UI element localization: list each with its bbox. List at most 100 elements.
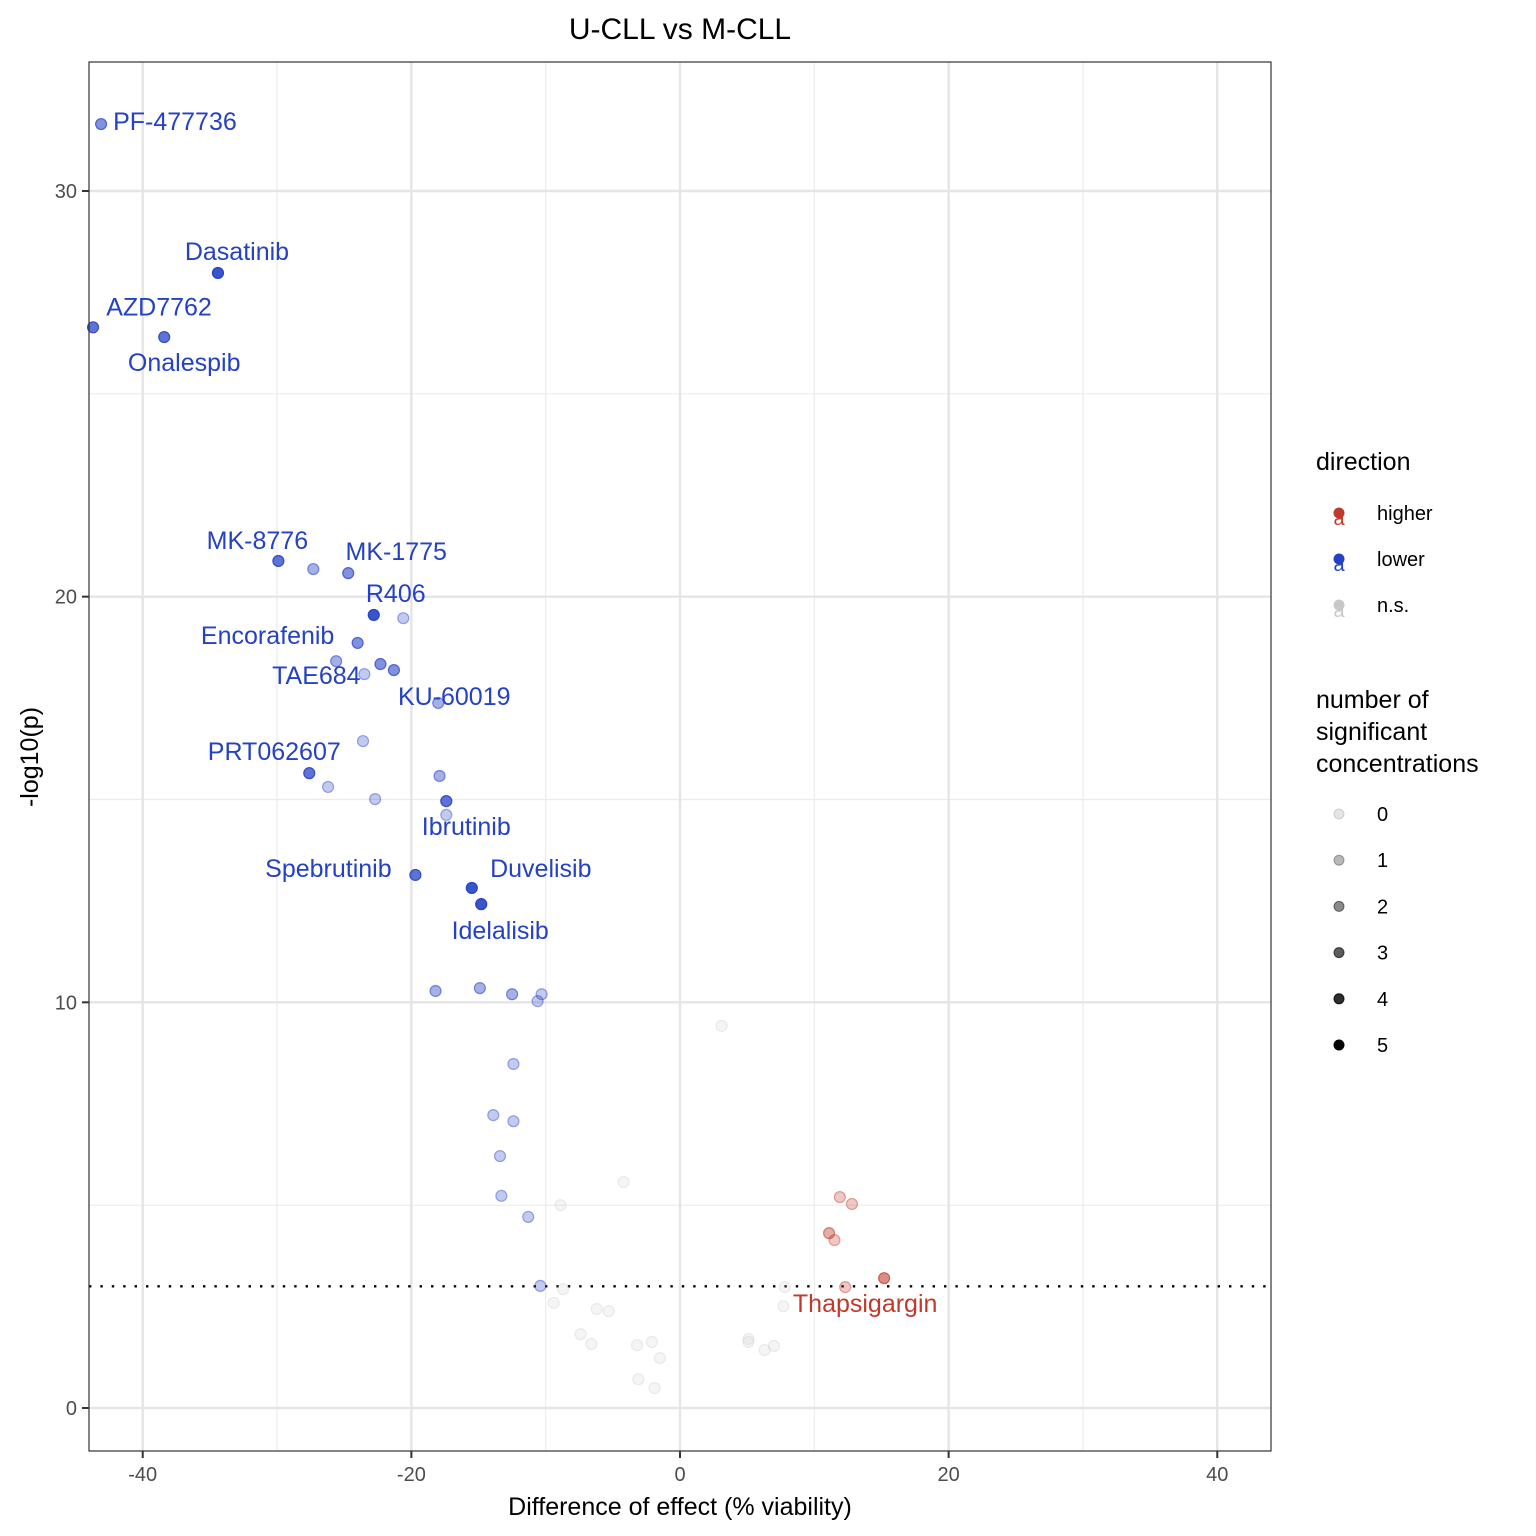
legend-key-glyph: a [1333, 600, 1345, 622]
chart-title: U-CLL vs M-CLL [569, 13, 791, 46]
data-point-lower [535, 988, 548, 1001]
data-point-lower [493, 1149, 507, 1163]
data-point-ns [777, 1300, 790, 1313]
legend-n-label: 3 [1377, 943, 1388, 965]
point-label: Spebrutinib [265, 855, 391, 883]
data-point-ns [602, 1304, 615, 1318]
point-labels: PF-477736 Dasatinib AZD7762 Onalespib MK-877… [106, 108, 937, 1318]
point-label: TAE684 [272, 662, 361, 690]
data-point-ns [653, 1352, 666, 1365]
legend-key-glyph: a [1333, 554, 1345, 576]
data-point-lower [351, 636, 364, 650]
point-label: KU-60019 [398, 683, 511, 711]
legend-alpha-key [1333, 947, 1345, 959]
data-point-lower [487, 1109, 500, 1122]
legend-direction-label: lower [1377, 549, 1425, 571]
legend-direction: direction a higher a lower a n.s. [1316, 448, 1433, 622]
legend-direction-label: n.s. [1377, 595, 1409, 617]
data-point-ns [590, 1302, 603, 1316]
legend-n-title-line: number of [1316, 686, 1429, 714]
x-tick-label: 20 [938, 1464, 960, 1486]
data-point-lower [433, 769, 446, 783]
data-point-lower [432, 696, 445, 710]
data-point-ns [585, 1337, 598, 1351]
data-point-ns [767, 1339, 781, 1353]
legend-n-label: 2 [1377, 896, 1388, 918]
data-point-lower [272, 554, 285, 568]
data-point-lower [303, 767, 316, 780]
point-label: PF-477736 [113, 108, 237, 136]
data-point-higher [833, 1190, 846, 1204]
data-point-lower [86, 321, 100, 334]
data-point-lower [397, 612, 410, 625]
x-axis-ticks: -40 -20 0 20 40 [128, 1451, 1228, 1486]
x-tick-label: 40 [1206, 1464, 1228, 1486]
data-point-lower [429, 984, 442, 998]
y-axis-ticks: 0 10 20 30 [55, 181, 89, 1420]
point-label: PRT062607 [208, 738, 341, 766]
data-point-lower [211, 266, 225, 280]
data-point-ns [554, 1199, 567, 1212]
legend-key-glyph: a [1333, 508, 1345, 530]
grid-lines [89, 62, 1271, 1451]
data-point-ns [632, 1373, 645, 1386]
y-tick-label: 10 [55, 992, 77, 1014]
legend-direction-label: higher [1377, 503, 1433, 525]
x-tick-label: -40 [128, 1464, 157, 1486]
data-point-lower [387, 663, 401, 677]
legend-alpha-key [1333, 808, 1345, 820]
data-point-lower [358, 668, 371, 681]
data-point-lower [94, 117, 108, 131]
legend-n-title-line: significant [1316, 718, 1427, 746]
data-point-lower [473, 982, 486, 995]
legend-key-point [1333, 553, 1345, 565]
legend-alpha-key [1333, 993, 1345, 1005]
data-point-lower [465, 881, 478, 895]
data-point-ns [648, 1382, 661, 1395]
legend-number-significant: number of significant concentrations 0 1 2 3 4 5 [1316, 686, 1479, 1057]
point-label: Thapsigargin [793, 1290, 938, 1318]
data-point-lower [307, 562, 320, 576]
data-point-lower [356, 734, 370, 748]
y-axis-title: -log10(p) [16, 707, 44, 807]
data-point-higher [878, 1272, 891, 1285]
legend-n-label: 4 [1377, 989, 1388, 1011]
data-point-higher [845, 1197, 859, 1211]
data-point-ns [778, 1281, 791, 1294]
y-tick-label: 20 [55, 587, 77, 609]
point-label: Idelalisib [452, 917, 549, 945]
point-label: Duvelisib [490, 855, 591, 883]
legend-alpha-key [1333, 854, 1345, 866]
point-label: AZD7762 [106, 293, 212, 321]
legend-alpha-key [1333, 1039, 1345, 1051]
data-point-lower [409, 868, 422, 882]
point-label: Onalespib [128, 349, 241, 377]
data-point-lower [522, 1210, 535, 1224]
data-point-ns [742, 1332, 755, 1346]
data-points [86, 117, 891, 1395]
data-point-higher [839, 1281, 852, 1294]
data-point-lower [440, 808, 453, 822]
legend-n-label: 5 [1377, 1035, 1388, 1057]
y-tick-label: 30 [55, 181, 77, 203]
point-label: R406 [366, 580, 426, 608]
data-point-ns [557, 1283, 570, 1296]
data-point-ns [630, 1339, 644, 1352]
y-tick-label: 0 [66, 1398, 77, 1420]
legend-direction-title: direction [1316, 448, 1411, 476]
data-point-ns [645, 1335, 658, 1348]
data-point-lower [342, 567, 355, 580]
point-label: MK-1775 [346, 538, 447, 566]
data-point-lower [534, 1279, 547, 1292]
data-point-lower [495, 1189, 508, 1202]
data-point-lower [374, 657, 387, 671]
data-point-ns [715, 1019, 728, 1032]
data-point-lower [475, 898, 488, 911]
point-label: Ibrutinib [422, 813, 511, 841]
legend-key-point [1333, 507, 1345, 519]
legend-n-label: 1 [1377, 850, 1388, 872]
point-label: Encorafenib [201, 622, 334, 650]
legend-key-point [1333, 599, 1345, 611]
legend-n-label: 0 [1377, 804, 1388, 826]
